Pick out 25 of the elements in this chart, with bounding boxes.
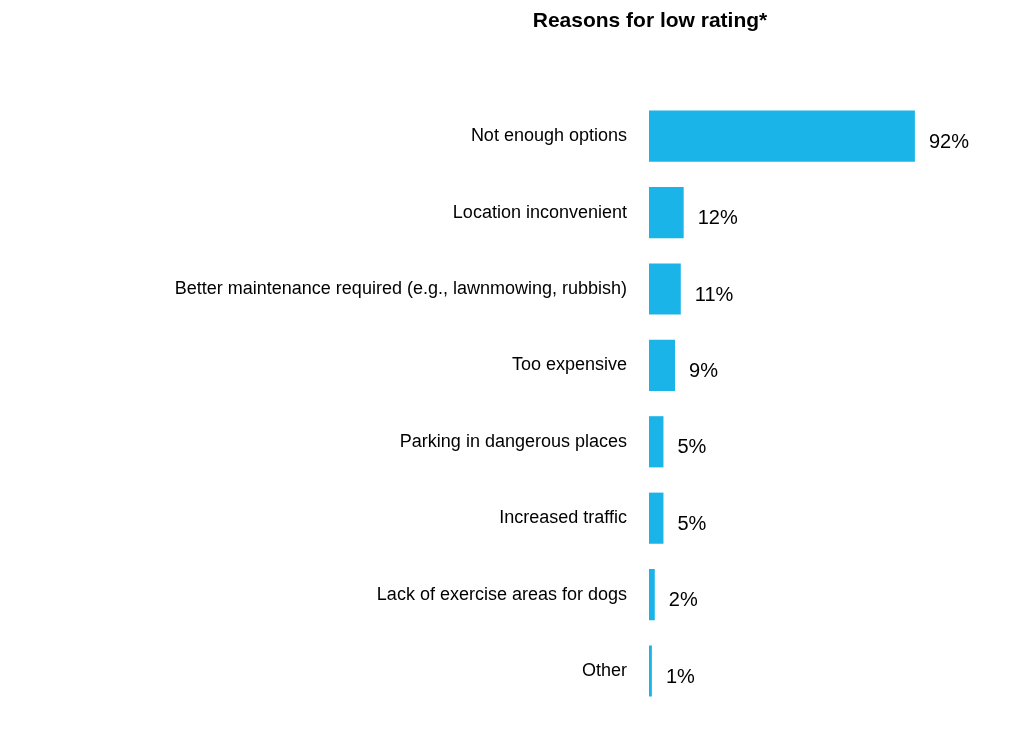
chart-title: Reasons for low rating* (531, 8, 769, 32)
bar (649, 263, 681, 315)
y-tick-label: Location inconvenient (452, 201, 627, 222)
bar (649, 645, 652, 697)
data-label: 5% (677, 435, 707, 458)
bar (649, 569, 655, 621)
y-tick-label: Parking in dangerous places (399, 430, 627, 451)
y-tick-label: Other (581, 659, 627, 680)
y-tick-label: Too expensive (511, 354, 627, 375)
bar (649, 416, 664, 468)
data-label: 9% (689, 358, 719, 381)
data-label: 11% (694, 282, 734, 305)
bar (649, 492, 664, 544)
bar (649, 110, 915, 162)
y-tick-label: Better maintenance required (e.g., lawnmowing, rubbish) (174, 277, 627, 298)
data-label: 12% (697, 206, 738, 229)
y-tick-label: Lack of exercise areas for dogs (376, 583, 627, 604)
data-label: 1% (665, 664, 696, 687)
data-label: 92% (928, 129, 970, 152)
bar (649, 339, 676, 391)
data-label: 2% (668, 588, 698, 611)
y-tick-label: Increased traffic (499, 507, 627, 528)
bar (649, 187, 684, 239)
y-tick-label: Not enough options (470, 125, 627, 146)
data-label: 5% (677, 511, 707, 534)
